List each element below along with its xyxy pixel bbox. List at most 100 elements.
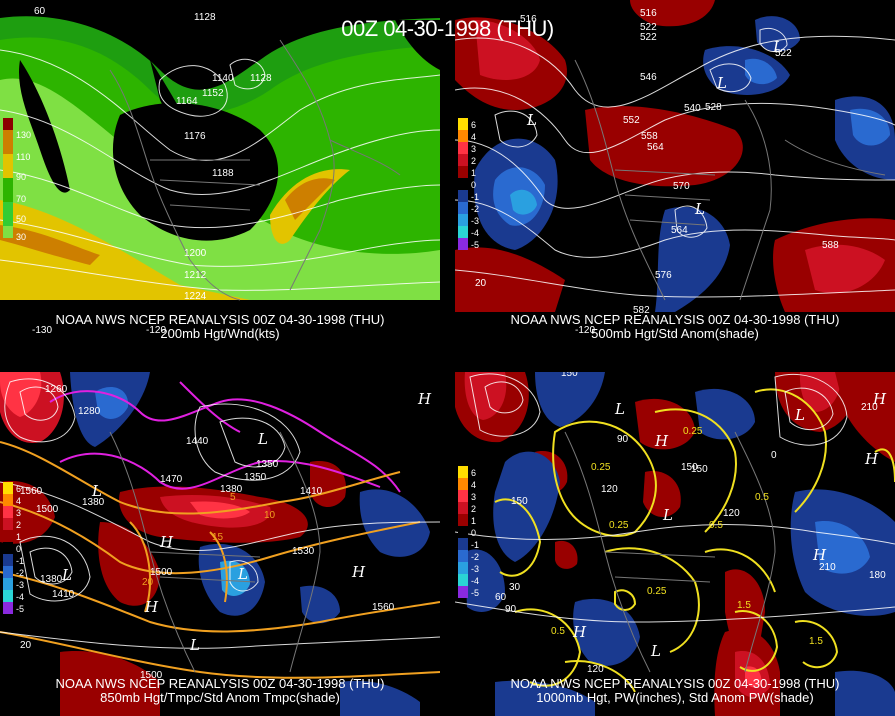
legend-label: 3: [16, 508, 22, 518]
legend-label: -5: [471, 240, 480, 250]
legend-label: 50: [16, 214, 27, 224]
contour-label: 1.5: [737, 600, 751, 611]
contour-label: 558: [641, 131, 658, 142]
contour-label: 1560: [372, 602, 395, 613]
contour-label: 1350: [244, 472, 267, 483]
caption-line1: NOAA NWS NCEP REANALYSIS 00Z 04-30-1998 …: [510, 676, 840, 691]
contour-label: 1176: [184, 131, 206, 142]
legend-label: -3: [471, 216, 480, 226]
legend-label: -2: [16, 568, 25, 578]
caption-line2: 850mb Hgt/Tmpc/Std Anom Tmpc(shade): [100, 690, 340, 705]
legend-label: 90: [16, 172, 27, 182]
contour-label: 120: [723, 508, 740, 519]
contour-label: 588: [822, 240, 839, 251]
low-pressure-symbol: L: [772, 38, 783, 56]
contour-label: 516: [640, 8, 657, 19]
high-pressure-symbol: H: [812, 546, 827, 564]
legend-label: -5: [16, 604, 25, 614]
legend-label: 4: [471, 132, 477, 142]
legend-label: 2: [471, 156, 477, 166]
low-pressure-symbol: L: [650, 642, 661, 660]
contour-label: 0.25: [591, 462, 611, 473]
contour-label: 564: [671, 225, 688, 236]
legend-label: 0: [471, 180, 477, 190]
contour-label: 1560: [20, 486, 43, 497]
legend-label: 0: [16, 544, 22, 554]
contour-labels-1000mb: 150 90 150 120 0.25 0.25 0.5 120 150 0.2…: [495, 372, 887, 675]
contour-label: 1280: [78, 406, 101, 417]
caption-line1: NOAA NWS NCEP REANALYSIS 00Z 04-30-1998 …: [510, 312, 840, 327]
legend-label: 4: [471, 480, 477, 490]
legend-label: 2: [471, 504, 477, 514]
contour-label: 516: [520, 14, 537, 25]
legend-label: -1: [16, 556, 25, 566]
high-pressure-symbol: H: [872, 390, 887, 408]
contour-label: 1380: [82, 497, 105, 508]
contour-label: 540: [684, 103, 701, 114]
contour-label: 1.5: [809, 636, 823, 647]
contour-label: 564: [647, 142, 664, 153]
contour-label: 1152: [202, 88, 224, 99]
legend-label: 0: [471, 528, 477, 538]
contour-label: 0.25: [647, 586, 667, 597]
contour-label: 1224: [184, 291, 207, 302]
caption-line2: 1000mb Hgt, PW(inches), Std Anom PW(shad…: [536, 690, 814, 705]
legend-label: -3: [471, 564, 480, 574]
map-200mb: 1128 1140 1128 1152 1164 1176 1188 1200 …: [0, 0, 440, 345]
contour-label: 1530: [292, 546, 315, 557]
lon-label: -120: [146, 325, 166, 336]
contour-label: 90: [505, 604, 517, 615]
contour-label: 522: [640, 32, 657, 43]
contour-label: 0.25: [683, 426, 703, 437]
legend-label: -4: [471, 576, 480, 586]
contour-label: 1350: [256, 459, 279, 470]
legend-label: -5: [471, 588, 480, 598]
contour-label: 1410: [52, 589, 75, 600]
map-500mb: 516 522 522 546 540 552 558 564 570 564 …: [455, 0, 895, 345]
low-pressure-symbol: L: [614, 400, 625, 418]
panel-500mb-height-anomaly: 516 522 522 546 540 552 558 564 570 564 …: [455, 0, 895, 345]
contour-label: 90: [617, 434, 629, 445]
contour-label: 150: [681, 462, 698, 473]
legend-label: 6: [471, 120, 477, 130]
high-pressure-symbol: H: [144, 598, 159, 616]
contour-label: 0.25: [609, 520, 629, 531]
contour-label: 1164: [176, 96, 198, 107]
contour-label: 120: [587, 664, 604, 675]
high-pressure-symbol: H: [654, 432, 669, 450]
map-1000mb: 150 90 150 120 0.25 0.25 0.5 120 150 0.2…: [455, 372, 895, 716]
contour-label: 20: [142, 577, 154, 588]
contour-label: 1188: [212, 168, 234, 179]
contour-label: 1140: [212, 73, 234, 84]
legend-200mb: 130 110 90 70 50 30: [3, 118, 31, 242]
contour-label: 582: [633, 305, 650, 316]
contour-label: 1470: [160, 474, 183, 485]
legend-label: 2: [16, 520, 22, 530]
panel-1000mb-height-pw: 150 90 150 120 0.25 0.25 0.5 120 150 0.2…: [455, 372, 895, 716]
high-pressure-symbol: H: [351, 563, 366, 581]
legend-label: -1: [471, 540, 480, 550]
low-pressure-symbol: L: [61, 566, 72, 584]
contour-label: 552: [623, 115, 640, 126]
legend-label: -2: [471, 204, 480, 214]
contour-label: 1200: [184, 248, 207, 259]
contour-label: 10: [264, 510, 276, 521]
low-pressure-symbol: L: [237, 565, 248, 583]
legend-1000mb: 6 4 3 2 1 0 -1 -2 -3 -4 -5: [458, 466, 479, 598]
contour-label: 576: [655, 270, 672, 281]
main-title: 00Z 04-30-1998 (THU): [341, 16, 554, 41]
lon-label: -120: [575, 325, 595, 336]
contour-label: 1500: [36, 504, 59, 515]
contour-label: 150: [511, 496, 528, 507]
contour-label: 1440: [186, 436, 209, 447]
high-pressure-symbol: H: [572, 623, 587, 641]
legend-label: 1: [471, 168, 477, 178]
contour-label: 60: [495, 592, 507, 603]
low-pressure-symbol: L: [662, 506, 673, 524]
legend-500mb: 6 4 3 2 1 0 -1 -2 -3 -4 -5: [458, 118, 479, 250]
contour-label: 522: [640, 22, 657, 33]
contour-label: 1128: [250, 73, 272, 84]
legend-label: -1: [471, 192, 480, 202]
low-pressure-symbol: L: [694, 200, 705, 218]
lon-label: 20: [475, 278, 487, 289]
